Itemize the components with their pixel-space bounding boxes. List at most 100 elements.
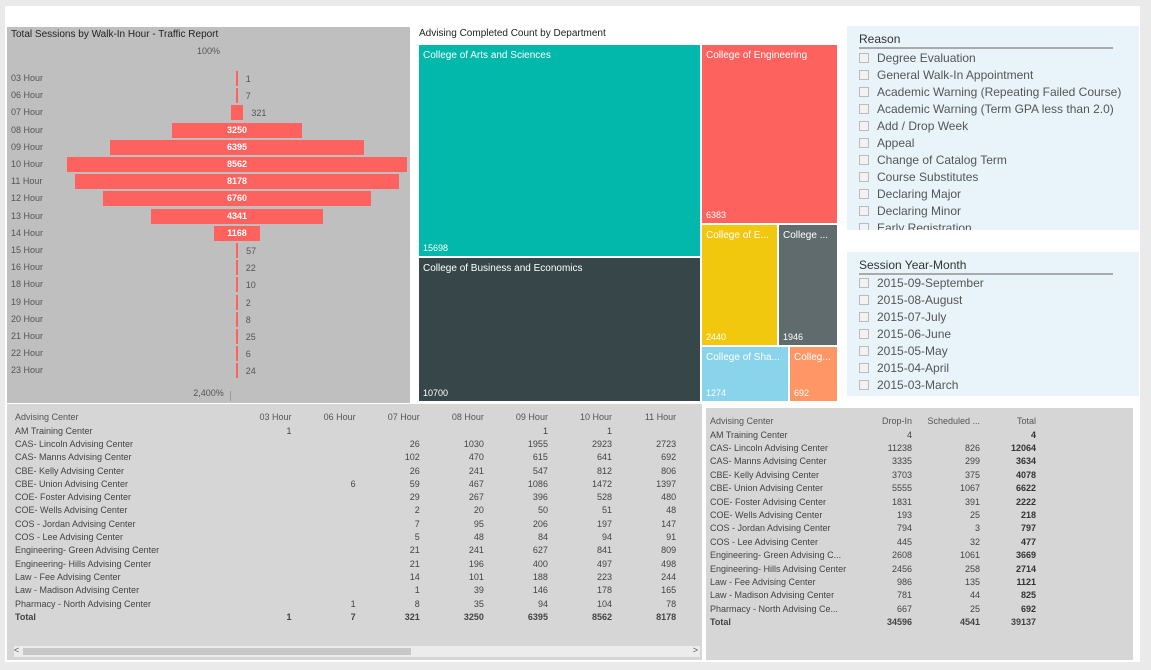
checkbox-icon[interactable] bbox=[859, 223, 869, 230]
slicer-item[interactable]: 2015-08-August bbox=[859, 293, 962, 307]
column-header[interactable]: Advising Center bbox=[710, 416, 774, 426]
column-header[interactable]: Scheduled ... bbox=[927, 416, 980, 426]
slicer-item[interactable]: Change of Catalog Term bbox=[859, 153, 1007, 167]
slicer-item[interactable]: Add / Drop Week bbox=[859, 119, 968, 133]
checkbox-icon[interactable] bbox=[859, 206, 869, 216]
checkbox-icon[interactable] bbox=[859, 295, 869, 305]
treemap-tile-colleg[interactable]: Colleg... 692 bbox=[789, 346, 838, 402]
column-header[interactable]: 06 Hour bbox=[323, 412, 356, 422]
checkbox-icon[interactable] bbox=[859, 70, 869, 80]
funnel-bar[interactable] bbox=[236, 277, 238, 293]
checkbox-icon[interactable] bbox=[859, 121, 869, 131]
scroll-left-arrow-icon[interactable]: < bbox=[14, 645, 20, 655]
table-row[interactable]: Law - Fee Advising Center 986 135 1121 bbox=[710, 575, 1036, 588]
table-row[interactable]: COS - Jordan Advising Center 794 3 797 bbox=[710, 522, 1036, 535]
slicer-item[interactable]: Academic Warning (Repeating Failed Cours… bbox=[859, 85, 1121, 99]
slicer-item[interactable]: 2015-03-March bbox=[859, 378, 958, 392]
funnel-bar[interactable] bbox=[110, 139, 364, 155]
slicer-item[interactable]: Declaring Major bbox=[859, 187, 961, 201]
table-row[interactable]: CAS- Manns Advising Center 3335 299 3634 bbox=[710, 455, 1036, 468]
table-row[interactable]: CBE- Union Advising Center 6 59 467 1086 1472… bbox=[11, 477, 702, 490]
table-row[interactable]: Engineering- Green Advising Center 21 241 6… bbox=[11, 544, 702, 557]
funnel-bar[interactable] bbox=[67, 157, 407, 172]
scrollbar-thumb[interactable] bbox=[23, 648, 411, 655]
checkbox-icon[interactable] bbox=[859, 87, 869, 97]
table-row[interactable]: CBE- Kelly Advising Center 26 241 547 812 806… bbox=[11, 464, 702, 477]
column-header[interactable]: Total bbox=[1016, 416, 1036, 426]
funnel-bar[interactable] bbox=[102, 191, 372, 207]
slicer-item[interactable]: 2015-05-May bbox=[859, 344, 948, 358]
checkbox-icon[interactable] bbox=[859, 312, 869, 322]
checkbox-icon[interactable] bbox=[859, 329, 869, 339]
slicer-item[interactable]: 2015-07-July bbox=[859, 310, 946, 324]
funnel-bar[interactable] bbox=[150, 208, 324, 224]
funnel-bar[interactable] bbox=[230, 105, 244, 121]
table-row[interactable]: Law - Madison Advising Center 1 39 146 178 16… bbox=[11, 584, 702, 597]
column-header[interactable]: Advising Center bbox=[15, 412, 79, 422]
table-row[interactable]: COS - Lee Advising Center 445 32 477 bbox=[710, 535, 1036, 548]
slicer-item[interactable]: Degree Evaluation bbox=[859, 51, 976, 65]
funnel-bar[interactable] bbox=[236, 311, 238, 327]
slicer-item[interactable]: Course Substitutes bbox=[859, 170, 978, 184]
funnel-bar[interactable] bbox=[236, 329, 238, 344]
funnel-bar[interactable] bbox=[172, 122, 302, 138]
slicer-item[interactable]: Early Registration bbox=[859, 221, 972, 230]
table-row[interactable]: Pharmacy - North Advising Ce... 667 25 692 bbox=[710, 602, 1036, 615]
slicer-item[interactable]: 2015-04-April bbox=[859, 361, 949, 375]
table-row[interactable]: Pharmacy - North Advising Center 1 8 35 94 10… bbox=[11, 597, 702, 610]
funnel-chart[interactable]: Total Sessions by Walk-In Hour - Traffic… bbox=[7, 27, 410, 403]
funnel-bar[interactable] bbox=[74, 174, 400, 190]
funnel-bar[interactable] bbox=[236, 88, 238, 104]
scroll-right-arrow-icon[interactable]: > bbox=[692, 645, 698, 655]
checkbox-icon[interactable] bbox=[859, 172, 869, 182]
table-row[interactable]: COE- Foster Advising Center 1831 391 2222 bbox=[710, 495, 1036, 508]
table-row[interactable]: COS - Jordan Advising Center 7 95 206 197 147… bbox=[11, 517, 702, 530]
treemap-tile-business-economics[interactable]: College of Business and Economics 10700 bbox=[418, 257, 701, 402]
slicer-item[interactable]: Academic Warning (Term GPA less than 2.0… bbox=[859, 102, 1114, 116]
checkbox-icon[interactable] bbox=[859, 380, 869, 390]
table-row[interactable]: AM Training Center 4 4 bbox=[710, 428, 1036, 441]
funnel-bar[interactable] bbox=[236, 260, 238, 276]
column-header[interactable]: 12 Hour bbox=[676, 410, 702, 424]
reason-slicer[interactable]: Reason Degree Evaluation General Walk-In … bbox=[847, 26, 1139, 230]
checkbox-icon[interactable] bbox=[859, 104, 869, 114]
column-header[interactable]: 11 Hour bbox=[644, 412, 677, 422]
table-row[interactable]: CBE- Union Advising Center 5555 1067 6622 bbox=[710, 482, 1036, 495]
treemap-tile-college-other[interactable]: College ... 1946 bbox=[778, 224, 838, 346]
table-row[interactable]: Engineering- Hills Advising Center 21 196 4… bbox=[11, 557, 702, 570]
session-slicer[interactable]: Session Year-Month 2015-09-September 2015… bbox=[847, 252, 1139, 396]
column-header[interactable]: 07 Hour bbox=[387, 412, 420, 422]
table-row[interactable]: COE- Foster Advising Center 29 267 396 528 48… bbox=[11, 490, 702, 503]
column-header[interactable]: 09 Hour bbox=[515, 412, 548, 422]
funnel-bar[interactable] bbox=[236, 294, 238, 310]
slicer-item[interactable]: Declaring Minor bbox=[859, 204, 961, 218]
funnel-bar[interactable] bbox=[236, 71, 238, 86]
table-row[interactable]: CBE- Kelly Advising Center 3703 375 4078 bbox=[710, 468, 1036, 481]
slicer-item[interactable]: 2015-09-September bbox=[859, 276, 984, 290]
hour-matrix[interactable]: Advising Center 03 Hour 06 Hour 07 Hour 08 H… bbox=[7, 404, 702, 660]
slicer-item[interactable]: Appeal bbox=[859, 136, 914, 150]
checkbox-icon[interactable] bbox=[859, 278, 869, 288]
matrix-horizontal-scrollbar[interactable]: < > bbox=[14, 645, 700, 657]
checkbox-icon[interactable] bbox=[859, 346, 869, 356]
table-row[interactable]: COE- Wells Advising Center 193 25 218 bbox=[710, 508, 1036, 521]
funnel-bar[interactable] bbox=[236, 346, 238, 362]
table-row[interactable]: COS - Lee Advising Center548849491724730… bbox=[11, 530, 702, 543]
table-row[interactable]: CAS- Manns Advising Center 102 470 615 641 69… bbox=[11, 451, 702, 464]
treemap-tile-engineering[interactable]: College of Engineering 6383 bbox=[701, 44, 838, 224]
table-row[interactable]: CAS- Lincoln Advising Center 26 1030 1955 29… bbox=[11, 437, 702, 450]
column-header[interactable]: 10 Hour bbox=[580, 412, 613, 422]
slicer-item[interactable]: 2015-06-June bbox=[859, 327, 951, 341]
treemap-tile-college-e[interactable]: College of E... 2440 bbox=[701, 224, 778, 346]
funnel-bar[interactable] bbox=[236, 363, 238, 379]
checkbox-icon[interactable] bbox=[859, 138, 869, 148]
checkbox-icon[interactable] bbox=[859, 363, 869, 373]
table-row[interactable]: Engineering- Green Advising C... 2608 1061… bbox=[710, 549, 1036, 562]
summary-table-visual[interactable]: Advising Center Drop-In Scheduled ... Total… bbox=[706, 408, 1133, 660]
funnel-bar[interactable] bbox=[235, 243, 239, 258]
table-row[interactable]: AM Training Center1111 bbox=[11, 424, 702, 437]
table-row[interactable]: CAS- Lincoln Advising Center 11238 826 1206… bbox=[710, 441, 1036, 454]
slicer-item[interactable]: General Walk-In Appointment bbox=[859, 68, 1033, 82]
treemap-tile-arts-sciences[interactable]: College of Arts and Sciences 15698 bbox=[418, 44, 701, 257]
column-header[interactable]: 08 Hour bbox=[451, 412, 484, 422]
